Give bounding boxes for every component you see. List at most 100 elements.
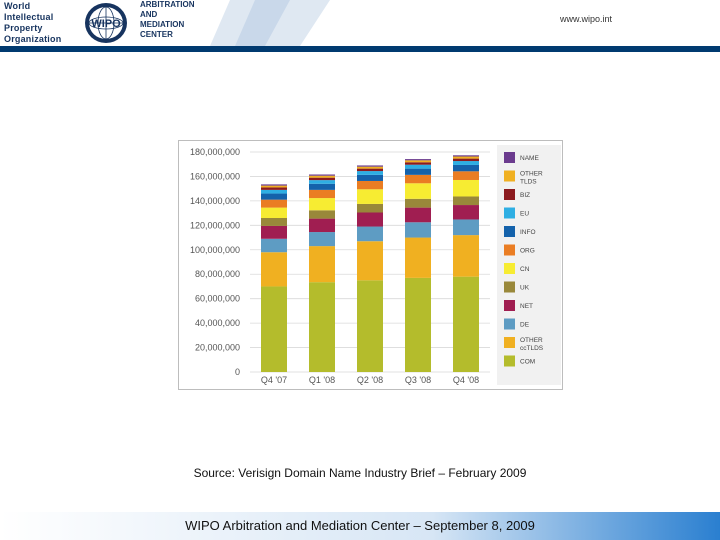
bar-segment-name	[357, 165, 383, 167]
center-line-1: ARBITRATION	[140, 0, 195, 9]
center-line-3: MEDIATION	[140, 20, 185, 29]
bar-segment-name	[261, 184, 287, 186]
bar-segment-other-cctlds	[405, 237, 431, 278]
wipo-wordmark: World Intellectual Property Organization	[4, 1, 78, 45]
legend-label: CN	[520, 266, 530, 273]
bar-segment-uk	[309, 210, 335, 219]
legend-swatch	[504, 207, 515, 219]
legend-label: NAME	[520, 155, 539, 162]
bar-segment-other-tlds	[453, 156, 479, 159]
amc-wordmark: ARBITRATION AND MEDIATION CENTER	[140, 0, 220, 44]
stacked-bar-chart: 0 20,000,000 40,000,000 60,000,000 80,000,00…	[190, 147, 544, 385]
legend-swatch	[504, 300, 515, 311]
legend-swatch	[504, 281, 515, 293]
bar-segment-net	[261, 225, 287, 239]
x-tick-label: Q1 '08	[309, 375, 335, 385]
bar-segment-org	[309, 189, 335, 199]
y-tick-label: 0	[235, 367, 240, 377]
bar-segment-cn	[453, 179, 479, 197]
bar-segment-com	[261, 286, 287, 372]
bar-segment-biz	[309, 177, 335, 181]
bar-segment-uk	[261, 218, 287, 226]
logo-text: WIPO	[91, 18, 121, 30]
bar-segment-de	[405, 222, 431, 238]
y-tick-label: 40,000,000	[195, 318, 240, 328]
x-tick-label: Q3 '08	[405, 375, 431, 385]
bar-segment-org	[261, 199, 287, 208]
bar-segment-cn	[309, 198, 335, 211]
legend-label: ccTLDS	[520, 345, 544, 352]
bar-segment-cn	[357, 189, 383, 204]
bar-segment-biz	[357, 168, 383, 172]
bar-segment-name	[405, 159, 431, 161]
bar-segment-cn	[261, 207, 287, 218]
x-tick-label: Q4 '07	[261, 375, 287, 385]
y-tick-label: 20,000,000	[195, 343, 240, 353]
bar-segment-de	[357, 226, 383, 242]
bar-segment-other-cctlds	[357, 241, 383, 281]
bar-segment-info	[405, 168, 431, 175]
bar-segment-org	[453, 171, 479, 180]
bar-segment-net	[309, 218, 335, 233]
bar-segment-info	[261, 193, 287, 200]
legend-swatch	[504, 355, 515, 367]
y-tick-label: 120,000,000	[190, 220, 240, 230]
bar-segment-eu	[309, 180, 335, 184]
bar-segment-uk	[357, 203, 383, 213]
legend-label: BIZ	[520, 192, 530, 199]
bar-segment-other-cctlds	[261, 252, 287, 287]
center-line-2: AND	[140, 10, 158, 19]
legend-label: INFO	[520, 229, 536, 236]
bar-segment-cn	[405, 183, 431, 199]
bar-segment-uk	[405, 198, 431, 208]
bar-segment-net	[453, 205, 479, 220]
bar-segment-biz	[261, 187, 287, 190]
footer-caption: WIPO Arbitration and Mediation Center – …	[185, 518, 535, 533]
bar-segment-name	[309, 174, 335, 176]
bar-segment-other-tlds	[357, 166, 383, 169]
bar-segment-uk	[453, 196, 479, 206]
bar-segment-de	[261, 238, 287, 253]
legend-swatch	[504, 189, 515, 200]
header-decoration	[210, 0, 330, 46]
bar-segment-name	[453, 155, 479, 157]
bar-segment-com	[357, 280, 383, 372]
legend-label: OTHER	[520, 337, 543, 344]
bar-segment-other-tlds	[405, 160, 431, 163]
legend-label: EU	[520, 211, 529, 218]
bar-segment-com	[309, 282, 335, 372]
org-line-3: Property	[4, 23, 43, 33]
legend-swatch	[504, 244, 515, 256]
y-tick-label: 140,000,000	[190, 196, 240, 206]
bar-segment-info	[309, 183, 335, 190]
bar-segment-other-cctlds	[453, 235, 479, 277]
legend-swatch	[504, 337, 515, 348]
legend-swatch	[504, 170, 515, 182]
legend-swatch	[504, 152, 515, 163]
legend-label: TLDS	[520, 179, 537, 186]
header-rule	[0, 46, 720, 52]
bar-segment-org	[405, 174, 431, 184]
wipo-emblem-logo: WIPO	[85, 3, 127, 43]
org-line-1: World	[4, 1, 31, 11]
y-tick-label: 160,000,000	[190, 171, 240, 181]
bar-segment-com	[453, 276, 479, 372]
bar-segment-eu	[261, 189, 287, 194]
legend-label: ORG	[520, 248, 535, 255]
slide-header: World Intellectual Property Organization…	[0, 0, 720, 48]
bar-segment-com	[405, 277, 431, 372]
bar-segment-biz	[453, 158, 479, 162]
bar-segment-org	[357, 180, 383, 190]
legend-label: DE	[520, 322, 530, 329]
bar-segment-info	[453, 164, 479, 172]
bar-segment-net	[357, 212, 383, 227]
bar-segment-other-tlds	[261, 185, 287, 188]
y-tick-label: 100,000,000	[190, 245, 240, 255]
x-tick-label: Q2 '08	[357, 375, 383, 385]
legend-swatch	[504, 318, 515, 330]
x-tick-label: Q4 '08	[453, 375, 479, 385]
legend-swatch	[504, 226, 515, 237]
bar-segment-info	[357, 174, 383, 181]
y-tick-label: 60,000,000	[195, 294, 240, 304]
bar-segment-de	[453, 219, 479, 236]
